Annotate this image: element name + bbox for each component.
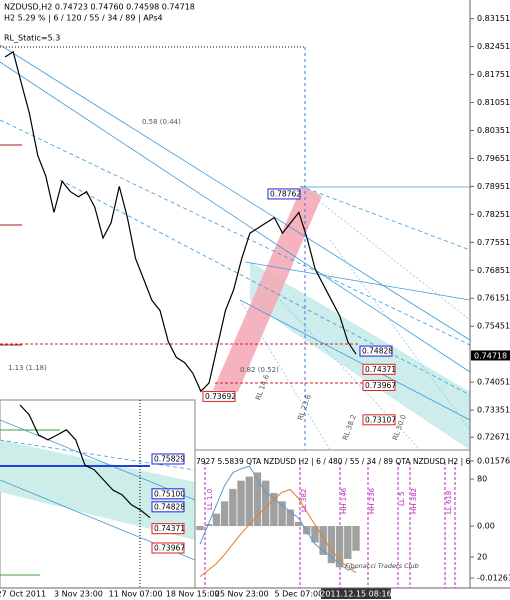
histogram-bar	[196, 526, 204, 531]
fib-label: HH 382	[410, 488, 418, 514]
histogram-bar	[278, 501, 286, 527]
y-tick-label: 0.73351	[477, 406, 510, 415]
main-panel: 0.83151 0.82451 0.81751 0.81051 0.80351 0.796…	[0, 14, 510, 599]
x-tick-label: 27 Oct 2011	[0, 590, 46, 599]
price-box	[362, 414, 396, 426]
histogram-bar	[220, 501, 229, 527]
histogram-bar	[286, 509, 295, 527]
histogram-bar	[352, 526, 360, 551]
histogram-bar	[245, 476, 253, 527]
price-box	[359, 345, 393, 357]
y-tick-label: 0.75451	[477, 322, 510, 331]
y-tick-label: 0.78251	[477, 210, 510, 219]
y-tick-label: 0.72671	[477, 433, 510, 442]
y-tick-label: 0.80351	[477, 126, 510, 135]
price-box	[202, 390, 236, 402]
annotation: 1.13 (1.18)	[8, 364, 47, 372]
histogram-bar	[294, 521, 303, 527]
channel-lines	[0, 44, 471, 451]
y-tick-label: 0.81751	[477, 70, 510, 79]
y-tick-label: 0.83151	[477, 14, 510, 23]
histogram-bar	[229, 488, 237, 527]
histogram-bar	[270, 493, 278, 527]
price-line	[4, 50, 357, 393]
chart-title: NZDUSD,H2 0.74723 0.74760 0.74598 0.7471…	[4, 3, 195, 12]
price-box	[151, 453, 185, 465]
y-tick-label: 80	[477, 475, 487, 484]
price-box	[267, 188, 301, 200]
price-box-label: 0.74371	[154, 524, 185, 533]
price-box-label: 0.73967	[365, 381, 396, 390]
y-tick-label: 0.82451	[477, 42, 510, 51]
price-box	[151, 542, 185, 554]
price-box-label: 0.78762	[270, 189, 301, 198]
oscillator-line	[199, 488, 357, 577]
histogram-bar	[261, 480, 270, 527]
x-tick-label: 18 Nov 15:00	[166, 590, 220, 599]
histogram-bar	[327, 526, 336, 564]
x-tick-label: 5 Dec 07:00	[275, 590, 324, 599]
last-price-box	[471, 350, 510, 361]
last-price-label: 0.74718	[474, 351, 507, 360]
fib-label: HH 146	[340, 487, 348, 514]
fib-label: LL 5	[398, 492, 406, 506]
price-box-label: 0.74828	[362, 347, 393, 356]
x-tick-label: 11 Nov 07:00	[109, 590, 163, 599]
price-box-label: 0.75100	[154, 489, 185, 498]
histogram-bar	[319, 526, 327, 555]
y-tick-label: 0.74051	[477, 378, 510, 387]
price-box-label: 0.73967	[154, 543, 185, 552]
price-box	[362, 363, 396, 375]
inset-chart: 0.75829 0.75100 0.74828 0.74371 0.73967	[19, 404, 185, 554]
histogram-bar	[311, 526, 319, 543]
price-box-label: 0.74371	[365, 365, 396, 374]
y-tick-label: 0.76851	[477, 266, 510, 275]
histogram-bar	[335, 526, 344, 568]
price-box-label: 0.73692	[205, 392, 236, 401]
x-tick-label: 2011.12.15 08:16	[320, 590, 391, 599]
indicator-chart: 80 20 0.01576 0.00 -0.01261	[196, 457, 510, 583]
histogram-bar	[253, 472, 262, 527]
y-tick-label: 0.00	[477, 522, 495, 531]
fib-label: LL 618	[445, 491, 453, 514]
price-box	[151, 523, 185, 535]
annotation: RL_Static=5.3	[4, 34, 60, 43]
price-box	[151, 488, 185, 500]
y-tick-label: -0.01261	[477, 574, 510, 583]
y-tick-label: 0.79651	[477, 154, 510, 163]
y-tick-label: 0.01576	[477, 457, 510, 466]
y-tick-label: 0.76151	[477, 294, 510, 303]
price-box	[362, 379, 396, 391]
y-tick-label: 0.77551	[477, 238, 510, 247]
annotation: 0.82 (0.52)	[240, 366, 279, 374]
watermark: Fibonacci Traders Club	[345, 562, 419, 570]
x-tick-label: 25 Nov 23:00	[215, 590, 269, 599]
fib-label: LL 1.0	[206, 489, 214, 510]
histogram-bar	[303, 526, 311, 535]
histogram-bar	[344, 526, 352, 560]
price-box-label: 0.73107	[365, 415, 396, 424]
price-box-label: 0.75829	[154, 454, 185, 463]
time-highlight	[321, 588, 391, 599]
oscillator-line	[199, 465, 357, 571]
x-tick-label: 3 Nov 23:00	[54, 590, 103, 599]
price-box-label: 0.74828	[154, 502, 185, 511]
y-tick-label: 0.81051	[477, 98, 510, 107]
fib-label: HH 236	[368, 487, 376, 514]
fib-label: LL 382	[300, 489, 308, 512]
histogram-bar	[212, 513, 221, 527]
chart-subtitle: H2 5.29 % | 6 / 120 / 55 / 34 / 89 | APs…	[4, 14, 163, 23]
y-tick-label: 20	[477, 553, 487, 562]
y-tick-label: 0.78951	[477, 182, 510, 191]
indicator-title: 7927 5.5839 QTA NZDUSD H2 | 6 / 480 / 55…	[196, 457, 470, 466]
histogram-bar	[237, 480, 245, 527]
annotation: 0.58 (0.44)	[142, 118, 181, 126]
price-box	[151, 501, 185, 513]
price-line	[19, 404, 151, 519]
